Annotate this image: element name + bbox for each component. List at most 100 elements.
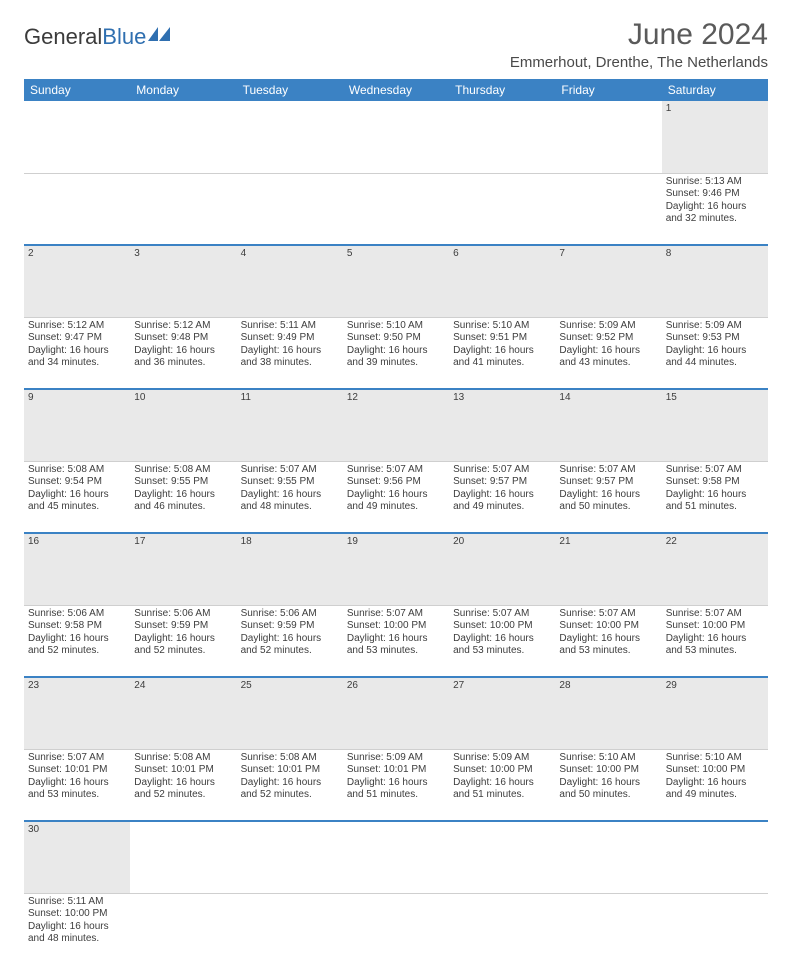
day-cell: Sunrise: 5:07 AMSunset: 9:56 PMDaylight:… <box>343 461 449 533</box>
daynum-cell: 16 <box>24 533 130 605</box>
daylight-line-2: and 53 minutes. <box>347 645 445 658</box>
daylight-line-2: and 34 minutes. <box>28 357 126 370</box>
daynum-cell: 11 <box>237 389 343 461</box>
daylight-line-2: and 43 minutes. <box>559 357 657 370</box>
logo-word1: General <box>24 24 102 50</box>
daynum-cell <box>555 101 661 173</box>
daynum-cell: 14 <box>555 389 661 461</box>
daynum-cell: 24 <box>130 677 236 749</box>
daylight-line-2: and 51 minutes. <box>347 789 445 802</box>
sunset-line: Sunset: 10:00 PM <box>347 620 445 633</box>
day-cell: Sunrise: 5:07 AMSunset: 9:57 PMDaylight:… <box>449 461 555 533</box>
day-cell: Sunrise: 5:06 AMSunset: 9:58 PMDaylight:… <box>24 605 130 677</box>
daylight-line-1: Daylight: 16 hours <box>347 777 445 790</box>
day-cell: Sunrise: 5:07 AMSunset: 9:57 PMDaylight:… <box>555 461 661 533</box>
day-cell: Sunrise: 5:08 AMSunset: 10:01 PMDaylight… <box>237 749 343 821</box>
daynum-cell: 6 <box>449 245 555 317</box>
sunrise-line: Sunrise: 5:07 AM <box>241 464 339 477</box>
day-cell: Sunrise: 5:08 AMSunset: 9:55 PMDaylight:… <box>130 461 236 533</box>
sunset-line: Sunset: 10:01 PM <box>241 764 339 777</box>
daylight-line-1: Daylight: 16 hours <box>666 345 764 358</box>
daynum-cell <box>130 101 236 173</box>
day-cell: Sunrise: 5:07 AMSunset: 9:55 PMDaylight:… <box>237 461 343 533</box>
sunrise-line: Sunrise: 5:07 AM <box>28 752 126 765</box>
sunrise-line: Sunrise: 5:07 AM <box>559 608 657 621</box>
daylight-line-2: and 52 minutes. <box>241 789 339 802</box>
day-cell: Sunrise: 5:07 AMSunset: 9:58 PMDaylight:… <box>662 461 768 533</box>
day-header: Friday <box>555 79 661 101</box>
sunset-line: Sunset: 9:50 PM <box>347 332 445 345</box>
day-header: Sunday <box>24 79 130 101</box>
daylight-line-1: Daylight: 16 hours <box>666 777 764 790</box>
daynum-cell: 3 <box>130 245 236 317</box>
sunset-line: Sunset: 9:58 PM <box>666 476 764 489</box>
detail-row: Sunrise: 5:13 AMSunset: 9:46 PMDaylight:… <box>24 173 768 245</box>
daynum-row: 23242526272829 <box>24 677 768 749</box>
day-cell: Sunrise: 5:11 AMSunset: 10:00 PMDaylight… <box>24 893 130 965</box>
sunset-line: Sunset: 10:00 PM <box>666 620 764 633</box>
daylight-line-2: and 46 minutes. <box>134 501 232 514</box>
daynum-cell: 18 <box>237 533 343 605</box>
daylight-line-2: and 53 minutes. <box>28 789 126 802</box>
sunset-line: Sunset: 10:01 PM <box>134 764 232 777</box>
daylight-line-2: and 53 minutes. <box>666 645 764 658</box>
sunset-line: Sunset: 9:58 PM <box>28 620 126 633</box>
day-cell: Sunrise: 5:07 AMSunset: 10:00 PMDaylight… <box>662 605 768 677</box>
sunset-line: Sunset: 9:59 PM <box>241 620 339 633</box>
sunset-line: Sunset: 9:57 PM <box>559 476 657 489</box>
daylight-line-1: Daylight: 16 hours <box>241 489 339 502</box>
daynum-cell: 19 <box>343 533 449 605</box>
day-cell: Sunrise: 5:06 AMSunset: 9:59 PMDaylight:… <box>130 605 236 677</box>
sunset-line: Sunset: 9:46 PM <box>666 188 764 201</box>
daylight-line-2: and 49 minutes. <box>347 501 445 514</box>
daylight-line-1: Daylight: 16 hours <box>347 489 445 502</box>
sunset-line: Sunset: 10:00 PM <box>666 764 764 777</box>
sunrise-line: Sunrise: 5:10 AM <box>347 320 445 333</box>
sunrise-line: Sunrise: 5:08 AM <box>134 464 232 477</box>
day-cell: Sunrise: 5:06 AMSunset: 9:59 PMDaylight:… <box>237 605 343 677</box>
day-cell <box>130 893 236 965</box>
daylight-line-2: and 50 minutes. <box>559 789 657 802</box>
sunrise-line: Sunrise: 5:11 AM <box>28 896 126 909</box>
day-cell: Sunrise: 5:11 AMSunset: 9:49 PMDaylight:… <box>237 317 343 389</box>
day-cell <box>24 173 130 245</box>
day-header: Tuesday <box>237 79 343 101</box>
daynum-cell <box>130 821 236 893</box>
day-header: Wednesday <box>343 79 449 101</box>
daylight-line-1: Daylight: 16 hours <box>347 345 445 358</box>
daylight-line-1: Daylight: 16 hours <box>559 777 657 790</box>
daynum-cell: 1 <box>662 101 768 173</box>
daylight-line-2: and 51 minutes. <box>453 789 551 802</box>
day-cell <box>130 173 236 245</box>
sunrise-line: Sunrise: 5:08 AM <box>28 464 126 477</box>
day-cell <box>343 173 449 245</box>
day-cell <box>237 893 343 965</box>
daylight-line-2: and 49 minutes. <box>666 789 764 802</box>
daylight-line-1: Daylight: 16 hours <box>666 489 764 502</box>
daynum-cell: 21 <box>555 533 661 605</box>
daylight-line-2: and 53 minutes. <box>453 645 551 658</box>
daylight-line-1: Daylight: 16 hours <box>453 777 551 790</box>
daynum-cell <box>237 821 343 893</box>
daylight-line-1: Daylight: 16 hours <box>666 201 764 214</box>
day-cell <box>449 893 555 965</box>
day-header-row: SundayMondayTuesdayWednesdayThursdayFrid… <box>24 79 768 101</box>
day-cell: Sunrise: 5:10 AMSunset: 10:00 PMDaylight… <box>555 749 661 821</box>
day-cell: Sunrise: 5:07 AMSunset: 10:00 PMDaylight… <box>343 605 449 677</box>
daynum-cell: 27 <box>449 677 555 749</box>
daylight-line-2: and 49 minutes. <box>453 501 551 514</box>
daylight-line-2: and 52 minutes. <box>134 645 232 658</box>
day-cell: Sunrise: 5:07 AMSunset: 10:00 PMDaylight… <box>555 605 661 677</box>
sunset-line: Sunset: 9:56 PM <box>347 476 445 489</box>
sunset-line: Sunset: 9:49 PM <box>241 332 339 345</box>
daylight-line-2: and 38 minutes. <box>241 357 339 370</box>
daylight-line-2: and 51 minutes. <box>666 501 764 514</box>
daynum-cell: 5 <box>343 245 449 317</box>
day-cell <box>449 173 555 245</box>
daylight-line-2: and 48 minutes. <box>28 933 126 946</box>
daylight-line-1: Daylight: 16 hours <box>453 345 551 358</box>
detail-row: Sunrise: 5:11 AMSunset: 10:00 PMDaylight… <box>24 893 768 965</box>
day-cell: Sunrise: 5:13 AMSunset: 9:46 PMDaylight:… <box>662 173 768 245</box>
sunset-line: Sunset: 9:51 PM <box>453 332 551 345</box>
sunrise-line: Sunrise: 5:09 AM <box>666 320 764 333</box>
